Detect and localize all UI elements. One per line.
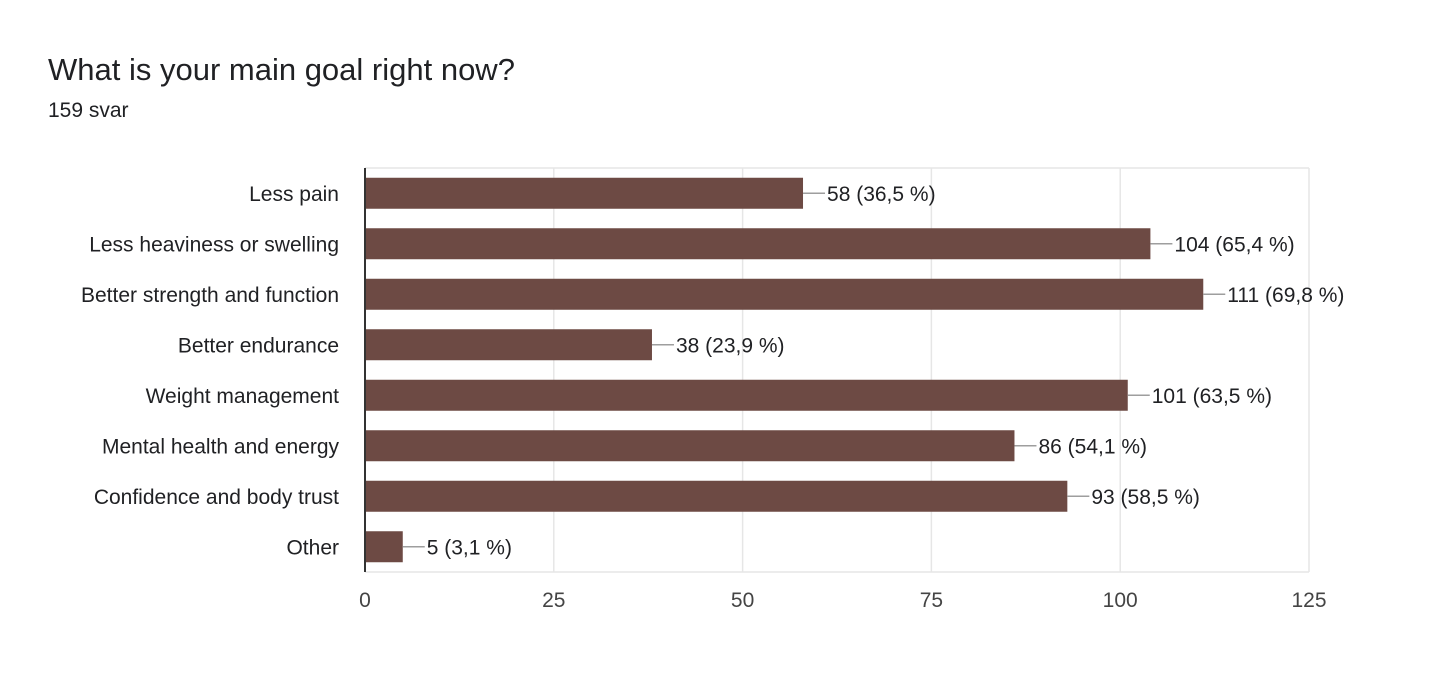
bar (365, 177, 804, 209)
x-tick-label: 75 (920, 589, 943, 612)
data-label: 101 (63,5 %) (1152, 385, 1272, 408)
question-title: What is your main goal right now? (48, 52, 515, 87)
data-label: 58 (36,5 %) (827, 183, 936, 206)
x-tick-label: 125 (1291, 589, 1326, 612)
response-count: 159 svar (48, 99, 129, 122)
data-label: 38 (23,9 %) (676, 334, 785, 357)
data-label: 111 (69,8 %) (1227, 284, 1344, 307)
x-tick-label: 0 (359, 589, 371, 612)
bar (365, 379, 1128, 411)
x-tick-label: 100 (1103, 589, 1138, 612)
category-label: Mental health and energy (102, 435, 339, 458)
bar (365, 278, 1204, 310)
data-label: 5 (3,1 %) (427, 536, 512, 559)
bars (365, 177, 1204, 563)
category-label: Less pain (249, 183, 339, 206)
category-label: Confidence and body trust (94, 486, 339, 509)
category-label: Better endurance (178, 334, 339, 357)
bar (365, 329, 652, 361)
bar (365, 531, 403, 563)
bar (365, 228, 1151, 260)
labels: 0 25 50 75 100 125 58 (36,5 %) Less pain 104 (65… (81, 183, 1344, 612)
category-label: Weight management (146, 385, 340, 408)
data-label: 93 (58,5 %) (1091, 486, 1200, 509)
category-label: Better strength and function (81, 284, 339, 307)
x-tick-label: 25 (542, 589, 565, 612)
bar (365, 480, 1068, 512)
category-label: Other (286, 536, 339, 559)
data-label: 86 (54,1 %) (1038, 435, 1147, 458)
x-tick-label: 50 (731, 589, 754, 612)
category-label: Less heaviness or swelling (89, 233, 339, 256)
bar (365, 430, 1015, 462)
data-label: 104 (65,4 %) (1174, 233, 1294, 256)
